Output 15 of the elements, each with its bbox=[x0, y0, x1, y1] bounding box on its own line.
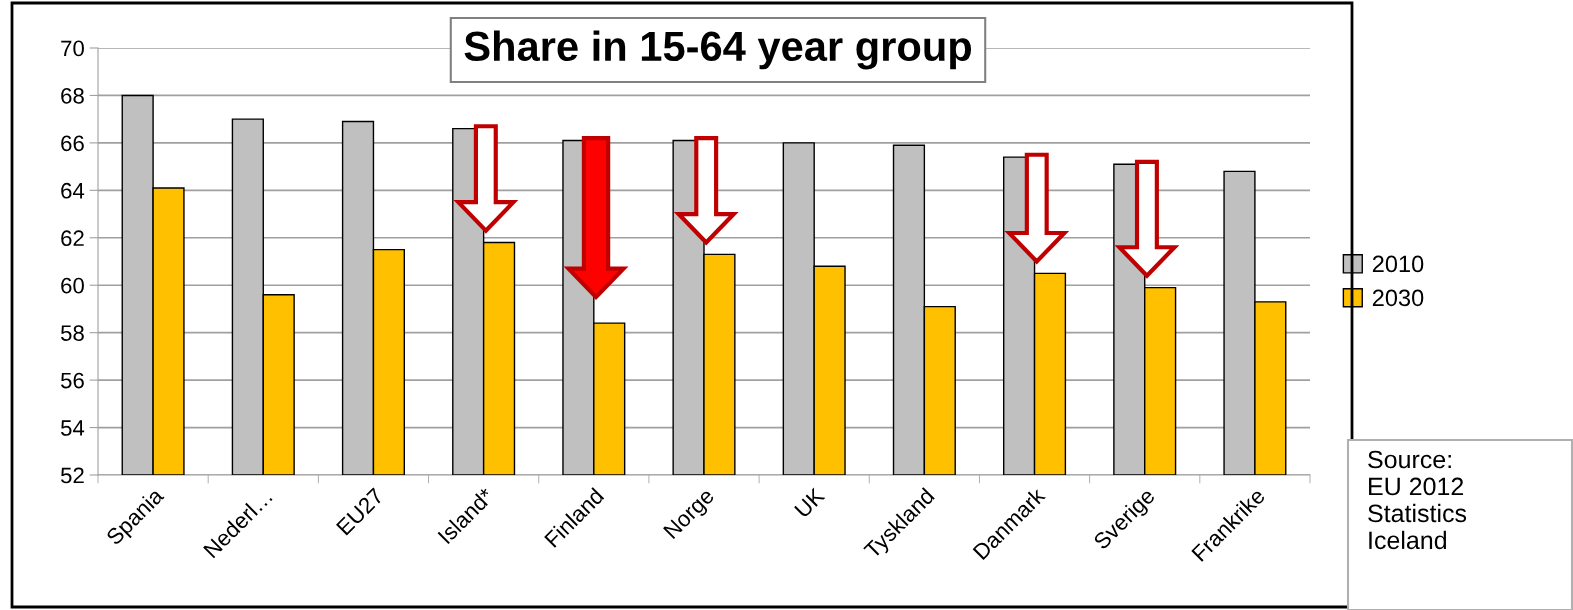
chart-title: Share in 15-64 year group bbox=[464, 30, 972, 70]
legend-label: 2010 bbox=[1372, 255, 1424, 273]
y-tick-label: 58 bbox=[60, 325, 84, 341]
y-tick-label: 64 bbox=[61, 182, 85, 199]
x-tick-label: UK bbox=[794, 486, 826, 519]
y-tick-label: 52 bbox=[60, 467, 84, 484]
source-note: Source: EU 2012 Statistics Iceland bbox=[1368, 450, 1467, 550]
y-tick-label: 68 bbox=[61, 87, 84, 104]
y-tick-label: 70 bbox=[61, 40, 84, 57]
y-tick-label: 62 bbox=[61, 230, 84, 247]
y-tick-label: 54 bbox=[60, 420, 85, 436]
y-tick-label: 60 bbox=[61, 277, 84, 294]
y-tick-label: 56 bbox=[60, 372, 84, 389]
y-tick-label: 66 bbox=[61, 135, 84, 152]
legend-label: 2030 bbox=[1372, 289, 1424, 307]
